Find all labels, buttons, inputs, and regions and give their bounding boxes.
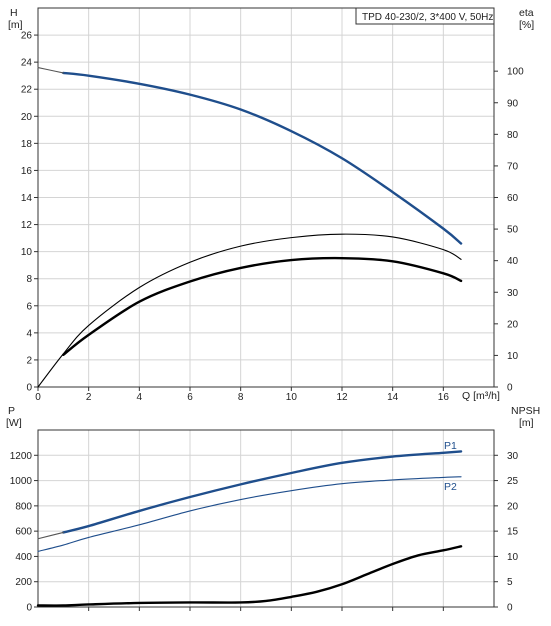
h-curve	[62, 71, 463, 245]
x-tick-label: 8	[238, 392, 244, 403]
top-right-tick-label: 50	[507, 225, 519, 236]
bottom-right-tick-label: 30	[507, 451, 519, 462]
bottom-right-tick-label: 15	[507, 527, 519, 538]
top-left-tick-label: 0	[26, 383, 32, 394]
top-right-tick-label: 100	[507, 67, 524, 78]
bottom-chart-series	[36, 450, 463, 607]
bottom-chart-frame	[37, 429, 495, 608]
top-left-tick-label: 18	[21, 139, 33, 150]
top-left-tick-label: 26	[21, 31, 33, 42]
p-axis-unit: [W]	[6, 417, 22, 429]
h-axis-name: H	[10, 7, 18, 19]
eta-axis-unit: [%]	[519, 19, 534, 31]
top-left-tick-label: 12	[21, 220, 33, 231]
x-tick-label: 6	[187, 392, 193, 403]
eta-axis-name: eta	[519, 7, 534, 19]
top-right-tick-label: 80	[507, 130, 519, 141]
top-left-tick-label: 2	[26, 355, 32, 366]
top-right-tick-label: 20	[507, 319, 519, 330]
bottom-left-tick-label: 400	[15, 552, 32, 563]
bottom-right-tick-label: 10	[507, 552, 519, 563]
top-chart-series	[37, 67, 463, 388]
npsh-axis-unit: [m]	[519, 417, 534, 429]
top-right-tick-label: 90	[507, 98, 519, 109]
bottom-left-tick-label: 1000	[10, 476, 33, 487]
top-right-tick-label: 30	[507, 288, 519, 299]
bottom-left-tick-label: 200	[15, 577, 32, 588]
bottom-right-tick-label: 0	[507, 603, 513, 614]
bottom-chart-grid	[38, 430, 494, 607]
x-tick-label: 0	[35, 392, 41, 403]
x-tick-label: 4	[137, 392, 143, 403]
bottom-left-tick-label: 600	[15, 527, 32, 538]
p2-legend-label: P2	[444, 481, 457, 493]
bottom-right-tick-label: 5	[507, 577, 513, 588]
p1-extension-curve	[37, 531, 64, 540]
npsh-curve	[36, 545, 463, 607]
bottom-chart-ticks: 0 200 400 600 800 1000 1200 0 5 10 15 20 25 30	[10, 451, 519, 614]
top-right-tick-label: 70	[507, 161, 519, 172]
top-left-tick-label: 4	[26, 328, 32, 339]
q-axis-label: Q [m³/h]	[462, 390, 500, 402]
npsh-axis-name: NPSH	[511, 405, 540, 417]
top-left-tick-label: 16	[21, 166, 33, 177]
h-extension-curve	[37, 67, 64, 74]
bottom-left-tick-label: 800	[15, 501, 32, 512]
top-left-tick-label: 22	[21, 85, 33, 96]
top-left-tick-label: 24	[21, 58, 33, 69]
top-chart-grid	[38, 8, 494, 387]
top-chart-ticks: 0246810121416182022242601020304050607080…	[21, 31, 524, 403]
x-tick-label: 10	[286, 392, 298, 403]
top-left-tick-label: 6	[26, 301, 32, 312]
h-axis-unit: [m]	[8, 19, 23, 31]
top-left-tick-label: 14	[21, 193, 33, 204]
eta-thin-curve	[37, 233, 462, 388]
p-axis-name: P	[8, 405, 15, 417]
top-left-tick-label: 10	[21, 247, 33, 258]
bottom-left-tick-label: 1200	[10, 451, 33, 462]
bottom-left-tick-label: 0	[26, 603, 32, 614]
x-tick-label: 12	[336, 392, 348, 403]
chart-title: TPD 40-230/2, 3*400 V, 50Hz	[362, 12, 493, 23]
eta-thick-curve	[62, 256, 463, 356]
p1-curve	[62, 450, 463, 534]
top-left-tick-label: 20	[21, 112, 33, 123]
top-right-tick-label: 10	[507, 351, 519, 362]
top-right-tick-label: 0	[507, 383, 513, 394]
p1-legend-label: P1	[444, 440, 457, 452]
bottom-right-tick-label: 25	[507, 476, 519, 487]
x-tick-label: 14	[387, 392, 399, 403]
top-right-tick-label: 60	[507, 193, 519, 204]
bottom-right-tick-label: 20	[507, 501, 519, 512]
x-tick-label: 16	[438, 392, 450, 403]
title-box	[355, 7, 495, 25]
top-left-tick-label: 8	[26, 274, 32, 285]
p2-curve	[37, 476, 462, 552]
top-right-tick-label: 40	[507, 256, 519, 267]
x-tick-label: 2	[86, 392, 92, 403]
